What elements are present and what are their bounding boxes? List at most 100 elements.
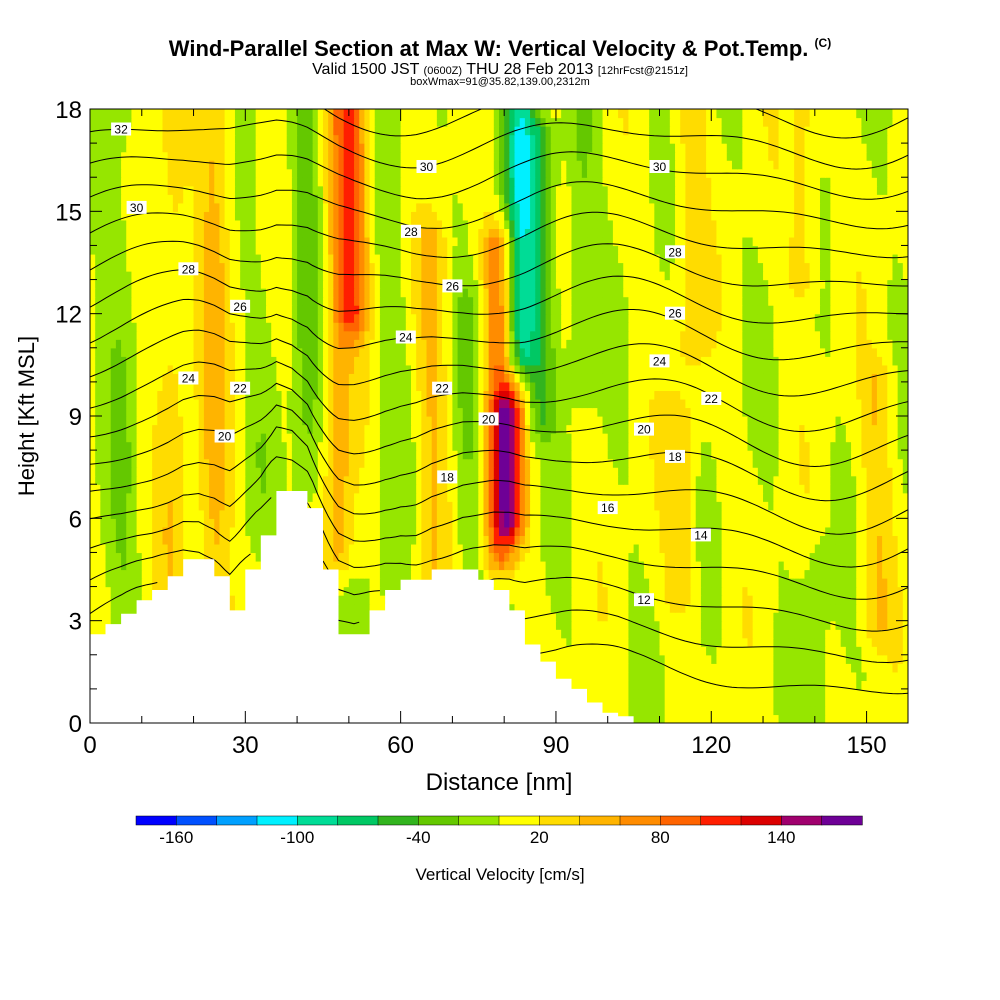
w-cell xyxy=(685,518,692,528)
w-cell xyxy=(540,509,547,519)
w-cell xyxy=(618,586,624,596)
w-cell xyxy=(146,526,153,536)
w-cell xyxy=(654,475,661,485)
w-cell xyxy=(711,646,718,656)
w-cell xyxy=(856,475,863,485)
w-cell xyxy=(612,595,619,605)
w-cell xyxy=(587,629,593,639)
w-cell xyxy=(690,484,697,494)
w-cell xyxy=(840,663,847,673)
w-cell xyxy=(840,680,847,690)
w-cell xyxy=(607,526,614,536)
w-cell xyxy=(825,560,831,571)
w-cell xyxy=(250,535,257,545)
w-cell xyxy=(814,637,821,647)
w-cell xyxy=(467,518,474,528)
w-cell xyxy=(141,560,148,571)
w-cell xyxy=(690,458,697,468)
w-cell xyxy=(882,663,888,673)
w-cell xyxy=(126,526,133,536)
w-cell xyxy=(711,637,718,647)
w-cell xyxy=(90,612,96,622)
w-cell xyxy=(400,501,407,511)
w-cell xyxy=(504,535,510,545)
w-cell xyxy=(348,518,355,528)
w-cell xyxy=(675,501,681,511)
w-cell xyxy=(172,518,179,528)
w-cell xyxy=(167,552,174,562)
w-cell xyxy=(110,501,117,511)
w-cell xyxy=(783,560,790,571)
w-cell xyxy=(95,467,101,477)
w-cell xyxy=(519,535,526,545)
w-cell xyxy=(721,509,728,519)
w-cell xyxy=(623,612,630,622)
w-cell xyxy=(763,697,769,707)
w-cell xyxy=(178,501,184,511)
w-cell xyxy=(90,458,96,468)
w-cell xyxy=(845,629,852,639)
w-cell xyxy=(643,509,650,519)
w-cell xyxy=(255,484,262,494)
w-cell xyxy=(172,552,179,562)
w-cell xyxy=(887,501,894,511)
w-cell xyxy=(752,595,759,605)
w-cell xyxy=(612,680,619,690)
w-cell xyxy=(690,569,697,579)
w-cell xyxy=(379,501,386,511)
w-cell xyxy=(597,697,604,707)
w-cell xyxy=(731,586,738,596)
w-cell xyxy=(856,484,863,494)
w-cell xyxy=(416,560,422,571)
w-cell xyxy=(871,560,878,571)
w-cell xyxy=(571,535,578,545)
w-cell xyxy=(814,578,821,588)
w-cell xyxy=(162,492,169,502)
w-cell xyxy=(260,509,267,519)
w-cell xyxy=(845,458,852,468)
w-cell xyxy=(602,543,609,554)
w-cell xyxy=(902,705,908,716)
w-cell xyxy=(442,560,448,571)
w-cell xyxy=(716,501,723,511)
w-cell xyxy=(721,680,728,690)
w-cell xyxy=(706,671,712,681)
w-cell xyxy=(659,560,666,571)
w-cell xyxy=(887,526,894,536)
w-cell xyxy=(431,518,438,528)
w-cell xyxy=(659,578,666,588)
w-cell xyxy=(783,578,790,588)
w-cell xyxy=(540,501,547,511)
w-cell xyxy=(198,535,205,545)
w-cell xyxy=(545,552,552,562)
w-cell xyxy=(664,467,671,477)
w-cell xyxy=(576,620,583,630)
w-cell xyxy=(587,663,593,673)
w-cell xyxy=(209,484,215,494)
w-cell xyxy=(240,492,246,502)
w-cell xyxy=(726,569,733,579)
w-cell xyxy=(390,509,397,519)
w-cell xyxy=(830,543,837,554)
w-cell xyxy=(348,484,355,494)
w-cell xyxy=(493,560,500,571)
w-cell xyxy=(685,484,692,494)
w-cell xyxy=(328,560,334,571)
w-cell xyxy=(90,543,96,554)
w-cell xyxy=(100,552,107,562)
w-cell xyxy=(385,450,391,460)
w-cell xyxy=(121,509,127,519)
w-cell xyxy=(209,535,215,545)
w-cell xyxy=(690,586,697,596)
w-cell xyxy=(628,543,635,554)
w-cell xyxy=(561,526,567,536)
w-cell xyxy=(105,535,112,545)
w-cell xyxy=(680,595,686,605)
w-cell xyxy=(524,484,531,494)
w-cell xyxy=(871,526,878,536)
w-cell xyxy=(876,467,883,477)
w-cell xyxy=(587,578,593,588)
w-cell xyxy=(592,629,598,639)
w-cell xyxy=(364,612,371,622)
w-cell xyxy=(555,518,562,528)
